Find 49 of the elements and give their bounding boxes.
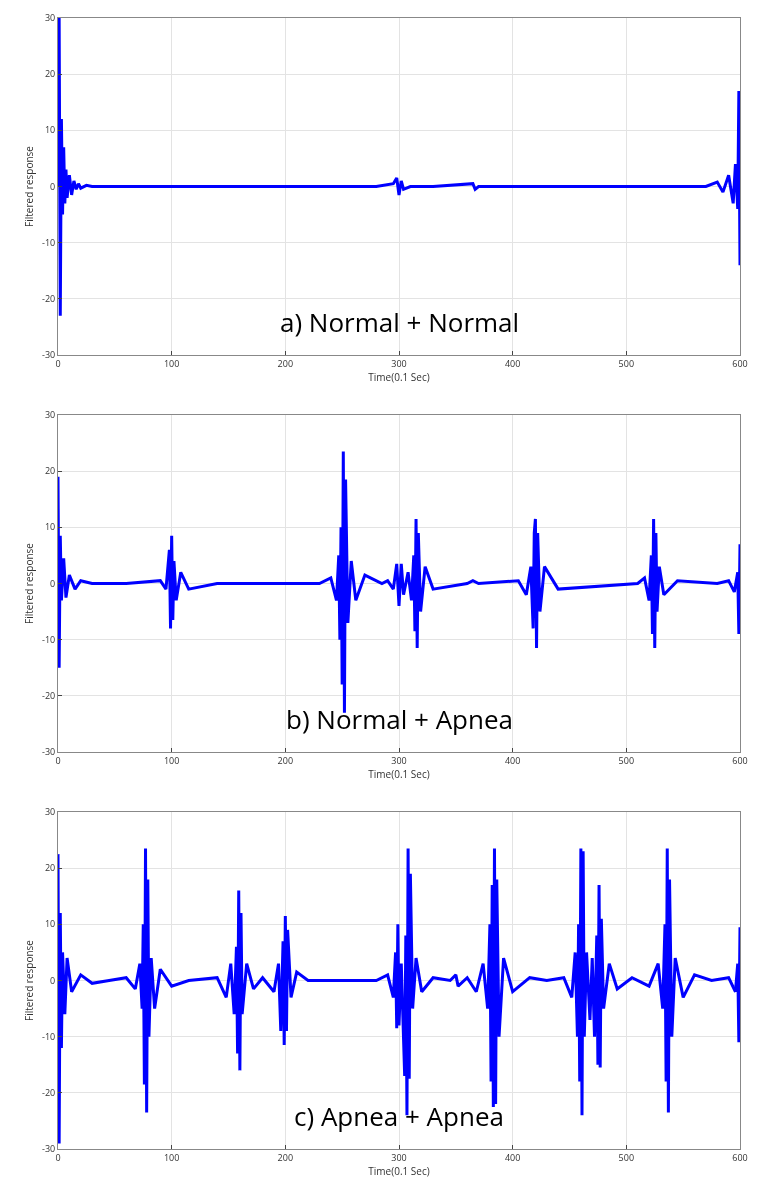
y-tick-label: 30 [44, 805, 56, 819]
x-tick-label: 100 [163, 753, 180, 767]
y-tick-label: -30 [42, 1142, 56, 1156]
x-tick-label: 400 [504, 1150, 521, 1164]
y-tick-label: 30 [44, 408, 56, 422]
x-tick-label: 500 [618, 753, 635, 767]
y-tick-label: 0 [50, 179, 56, 193]
x-tick-label: 200 [277, 356, 294, 370]
x-tick-label: 100 [163, 356, 180, 370]
y-tick-label: 20 [44, 67, 56, 81]
y-tick-label: 0 [50, 576, 56, 590]
y-tick-label: 30 [44, 11, 56, 25]
y-tick-label: -20 [42, 1085, 56, 1099]
y-axis-title: Filtered response [22, 145, 36, 227]
x-tick-label: 200 [277, 1150, 294, 1164]
y-axis-title: Filtered response [22, 939, 36, 1021]
annotation: b) Normal + Apnea [286, 701, 513, 737]
x-tick-label: 600 [732, 753, 748, 767]
y-tick-label: 10 [44, 123, 56, 137]
y-tick-label: -20 [42, 688, 56, 702]
y-tick-label: -30 [42, 348, 56, 362]
y-tick-label: -20 [42, 291, 56, 305]
x-tick-label: 100 [163, 1150, 180, 1164]
annotation: a) Normal + Normal [280, 304, 520, 340]
x-tick-label: 300 [391, 1150, 407, 1164]
y-tick-label: -10 [42, 1029, 56, 1043]
x-axis-title: Time(0.1 Sec) [368, 369, 430, 384]
x-axis-title: Time(0.1 Sec) [368, 766, 430, 781]
x-axis-title: Time(0.1 Sec) [368, 1163, 430, 1178]
x-tick-label: 600 [732, 356, 748, 370]
y-tick-label: 20 [44, 464, 56, 478]
y-axis-title: Filtered response [22, 542, 36, 624]
y-tick-label: 10 [44, 917, 56, 931]
line-series [58, 847, 740, 1145]
x-tick-label: 200 [277, 753, 294, 767]
y-tick-label: -10 [42, 632, 56, 646]
x-tick-label: 300 [391, 356, 407, 370]
y-tick-label: -10 [42, 235, 56, 249]
y-tick-label: 10 [44, 520, 56, 534]
y-tick-label: 20 [44, 861, 56, 875]
y-tick-label: 0 [50, 973, 56, 987]
x-tick-label: 600 [732, 1150, 748, 1164]
annotation: c) Apnea + Apnea [294, 1098, 504, 1134]
x-tick-label: 400 [504, 753, 521, 767]
x-tick-label: 400 [504, 356, 521, 370]
x-tick-label: 300 [391, 753, 407, 767]
x-tick-label: 500 [618, 356, 635, 370]
x-tick-label: 500 [618, 1150, 635, 1164]
y-tick-label: -30 [42, 745, 56, 759]
